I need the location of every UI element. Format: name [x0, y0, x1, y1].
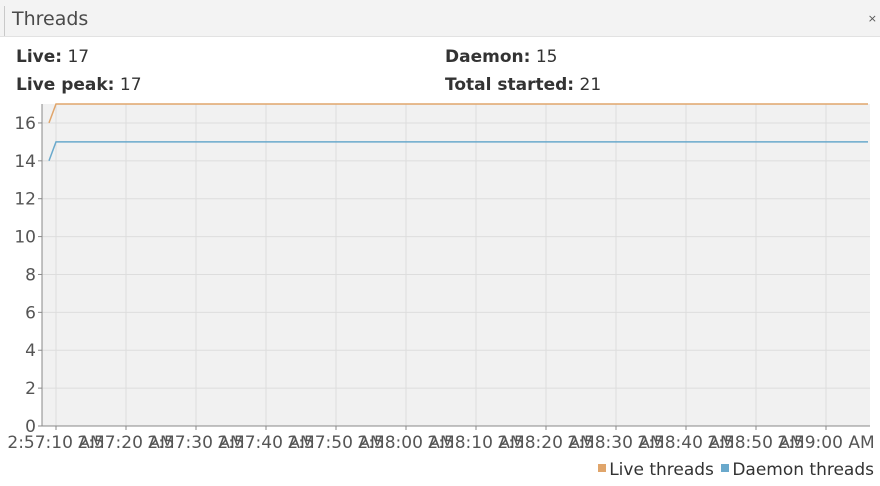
series-line-live-threads — [48, 103, 868, 124]
y-tick-label: 16 — [14, 114, 36, 134]
legend-swatch-live — [598, 464, 607, 472]
y-tick-label: 6 — [25, 303, 36, 323]
x-tick-label: 2:57:30 AM — [147, 433, 244, 453]
stat-live-peak: Live peak: 17 — [16, 75, 142, 95]
stat-daemon-label: Daemon: — [445, 47, 531, 67]
x-tick-label: 2:59:00 AM — [777, 433, 874, 453]
legend-item-daemon: Daemon threads — [721, 460, 874, 480]
stat-total-started-value: 21 — [579, 75, 602, 95]
stat-live-label: Live: — [16, 47, 63, 67]
legend-swatch-daemon — [721, 464, 730, 472]
stat-daemon-value: 15 — [535, 47, 558, 67]
x-tick-label: 2:57:20 AM — [77, 433, 174, 453]
y-tick-label: 4 — [25, 341, 36, 361]
stat-total-started-label: Total started: — [445, 75, 575, 95]
stat-daemon: Daemon: 15 — [445, 47, 557, 67]
chart-legend: Live threads Daemon threads — [596, 460, 874, 480]
x-tick-label: 2:58:00 AM — [357, 433, 454, 453]
x-tick-label: 2:58:20 AM — [497, 433, 594, 453]
x-tick-label: 2:58:10 AM — [427, 433, 524, 453]
stat-live-peak-label: Live peak: — [16, 75, 115, 95]
close-icon[interactable]: × — [867, 12, 877, 25]
plot-area — [42, 104, 870, 426]
legend-label-daemon: Daemon threads — [732, 460, 874, 480]
y-tick-label: 0 — [25, 417, 36, 437]
x-tick-label: 2:57:10 AM — [7, 433, 104, 453]
y-tick-label: 2 — [25, 379, 36, 399]
stat-live: Live: 17 — [16, 47, 89, 67]
title-bar-divider — [4, 6, 5, 36]
panel-title: Threads — [12, 8, 89, 30]
x-tick-label: 2:57:40 AM — [217, 433, 314, 453]
stat-live-value: 17 — [67, 47, 90, 67]
stat-total-started: Total started: 21 — [445, 75, 601, 95]
x-tick-label: 2:58:50 AM — [707, 433, 804, 453]
stat-live-peak-value: 17 — [119, 75, 142, 95]
legend-item-live: Live threads — [598, 460, 719, 480]
y-tick-label: 14 — [14, 152, 36, 172]
legend-label-live: Live threads — [609, 460, 714, 480]
y-tick-label: 10 — [14, 228, 36, 248]
x-tick-label: 2:57:50 AM — [287, 433, 384, 453]
x-tick-label: 2:58:30 AM — [567, 433, 664, 453]
y-tick-label: 8 — [25, 265, 36, 285]
series-line-daemon-threads — [48, 141, 868, 162]
panel-title-bar: Threads × — [0, 0, 880, 37]
threads-chart: 0 2 4 6 8 10 12 14 16 2:57:10 AM2:57:20 AM2:57:30… — [7, 103, 875, 453]
x-tick-label: 2:58:40 AM — [637, 433, 734, 453]
y-tick-label: 12 — [14, 190, 36, 210]
